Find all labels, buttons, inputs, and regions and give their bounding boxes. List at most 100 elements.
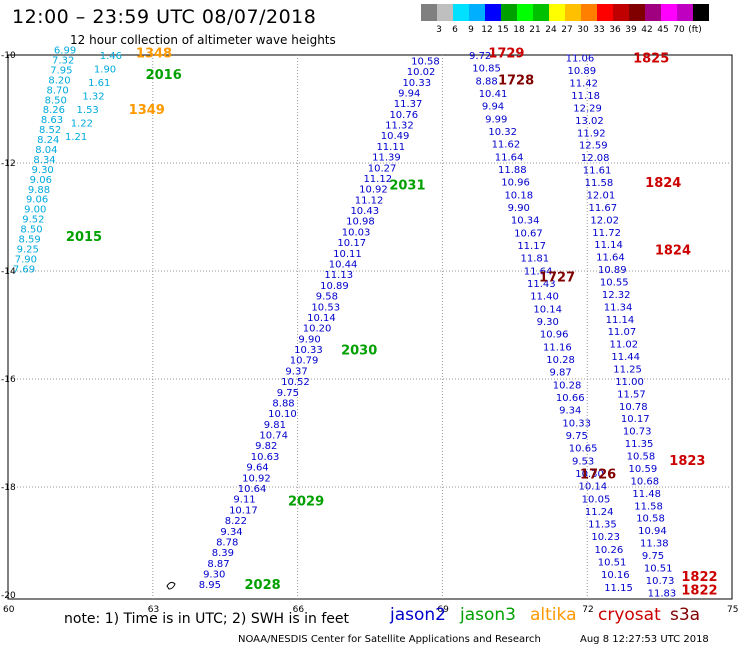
wave-height-value: 11.83 — [648, 588, 677, 599]
wave-height-value: 11.64 — [495, 152, 524, 163]
pass-time-label: 1822 — [681, 570, 717, 585]
legend-swatch — [597, 4, 613, 21]
pass-time-label: 2015 — [66, 230, 102, 245]
wave-height-value: 10.43 — [350, 206, 379, 217]
axis-ticks: 60 63 66 69 72 75 -10 -12 -14 -16 -18 -20 — [1, 51, 739, 615]
wave-height-value: 8.22 — [225, 516, 247, 527]
wave-height-value: 10.74 — [259, 431, 288, 442]
wave-height-value: 10.58 — [636, 514, 665, 525]
wave-height-value: 9.75 — [566, 431, 588, 442]
x-tick-label: 69 — [437, 605, 449, 615]
pass-time-label: 2029 — [288, 495, 324, 510]
wave-height-value: 11.35 — [588, 520, 617, 531]
wave-height-value: 10.92 — [242, 473, 271, 484]
y-tick-label: -18 — [1, 483, 16, 493]
wave-height-value: 11.34 — [604, 302, 633, 313]
pass-time-label: 2030 — [341, 343, 377, 358]
wave-height-value: 9.99 — [485, 114, 507, 125]
wave-height-value: 11.13 — [324, 270, 353, 281]
legend-label: 18 — [513, 25, 525, 35]
wave-height-value: 10.28 — [553, 380, 582, 391]
wave-height-value: 10.52 — [281, 377, 310, 388]
page-title: 12:00 – 23:59 UTC 08/07/2018 — [12, 6, 317, 28]
footer-timestamp: Aug 8 12:27:53 UTC 2018 — [580, 634, 709, 645]
wave-height-value: 9.34 — [220, 527, 242, 538]
wave-height-value: 11.18 — [571, 91, 600, 102]
wave-height-value: 8.24 — [37, 135, 59, 146]
pass-time-label: 1726 — [580, 468, 616, 483]
altimeter-tracks: 6.997.327.958.208.708.508.268.638.528.24… — [13, 46, 676, 600]
wave-height-value: 8.88 — [475, 76, 497, 87]
wave-height-value: 11.17 — [517, 241, 546, 252]
wave-height-value: 10.33 — [562, 418, 591, 429]
pass-time-label: 1823 — [669, 454, 705, 469]
wave-height-value: 9.06 — [26, 195, 48, 206]
page-subtitle: 12 hour collection of altimeter wave hei… — [70, 33, 336, 47]
pass-time-label: 1729 — [488, 46, 524, 61]
wave-height-value: 11.11 — [376, 142, 405, 153]
legend-swatch — [629, 4, 645, 21]
wave-height-value: 10.89 — [320, 281, 349, 292]
wave-height-value: 10.96 — [501, 178, 530, 189]
wave-height-value: 10.96 — [540, 330, 569, 341]
wave-height-value: 10.14 — [578, 482, 607, 493]
wave-height-value: 10.05 — [582, 494, 611, 505]
wave-height-value: 11.57 — [617, 389, 646, 400]
x-tick-label: 75 — [727, 605, 738, 615]
wave-height-value: 10.76 — [389, 110, 418, 121]
map-frame — [7, 54, 733, 600]
wave-height-value: 8.26 — [43, 105, 65, 116]
wave-height-value: 10.66 — [556, 393, 585, 404]
wave-height-value: 7.32 — [52, 56, 74, 67]
pass-time-label: 2031 — [389, 179, 425, 194]
wave-height-value: 11.48 — [632, 489, 661, 500]
legend-swatch — [661, 4, 677, 21]
wave-height-value: 9.34 — [559, 406, 581, 417]
legend-label: 45 — [657, 25, 669, 35]
legend-label: 42 — [641, 25, 653, 35]
wave-height-value: 10.79 — [290, 356, 319, 367]
wave-height-value: 9.30 — [537, 317, 559, 328]
wave-height-value: 9.00 — [24, 205, 46, 216]
wave-height-value: 7.90 — [15, 254, 37, 265]
satellite-label-jason2: jason2 — [390, 605, 446, 625]
wave-height-value: 11.14 — [594, 240, 623, 251]
x-tick-label: 66 — [293, 605, 305, 615]
pass-time-label: 2028 — [245, 578, 281, 593]
pass-time-label: 1728 — [498, 73, 534, 88]
wave-height-value: 11.12 — [363, 174, 392, 185]
wave-height-value: 11.16 — [543, 342, 572, 353]
legend-swatch — [693, 4, 709, 21]
wave-height-value: 9.94 — [398, 88, 420, 99]
wave-height-value: 9.64 — [246, 463, 268, 474]
wave-height-value: 8.50 — [45, 95, 67, 106]
legend-swatch — [565, 4, 581, 21]
wave-height-value: 11.02 — [609, 340, 638, 351]
legend-label: 12 — [481, 25, 493, 35]
wave-height-value: 8.39 — [212, 548, 234, 559]
wave-height-value: 10.10 — [268, 409, 297, 420]
wave-height-value: 1.46 — [100, 51, 122, 62]
wave-height-value: 8.63 — [41, 115, 63, 126]
wave-height-value: 11.24 — [585, 507, 614, 518]
wave-height-value: 12.01 — [587, 190, 616, 201]
wave-height-value: 10.17 — [229, 505, 258, 516]
wave-height-value: 10.63 — [251, 452, 280, 463]
wave-height-value: 10.59 — [629, 464, 658, 475]
wave-height-value: 8.70 — [46, 85, 68, 96]
map-grid — [8, 55, 732, 599]
legend-swatch — [453, 4, 469, 21]
satellite-label-cryosat: cryosat — [598, 605, 661, 625]
legend-label: 27 — [561, 25, 573, 35]
wave-height-value: 10.33 — [402, 78, 431, 89]
wave-height-value: 8.04 — [35, 145, 57, 156]
wave-height-value: 11.00 — [615, 377, 644, 388]
footnote: note: 1) Time is in UTC; 2) SWH is in fe… — [64, 611, 350, 627]
legend-label: 3 — [436, 25, 442, 35]
time-labels: 1348 2016 1349 2015 2031 2030 2029 2028 1729 1728… — [66, 46, 718, 598]
wave-height-value: 10.28 — [546, 355, 575, 366]
wave-height-value: 10.68 — [630, 476, 659, 487]
wave-height-value: 10.11 — [333, 249, 362, 260]
wave-height-value: 11.88 — [498, 165, 527, 176]
